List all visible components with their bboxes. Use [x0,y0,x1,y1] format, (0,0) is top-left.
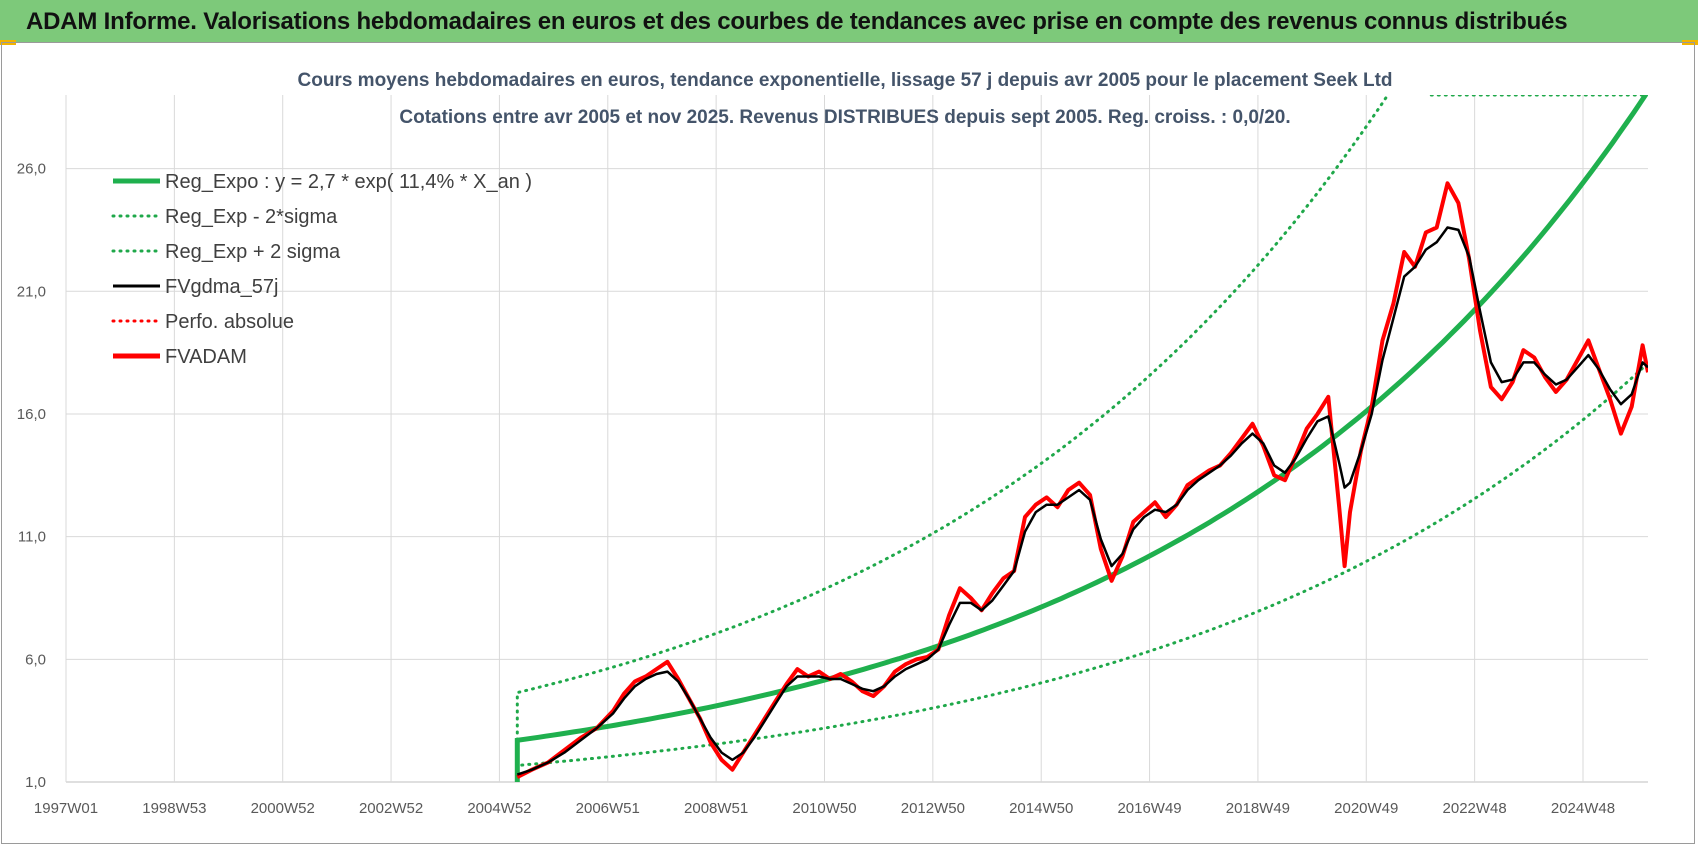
series-fvgdma-57j [516,226,1648,776]
x-tick-label: 1998W53 [142,800,206,817]
series-reg-expo [514,95,1648,782]
y-axis-ticks: 1,0 6,0 11,0 16,0 21,0 26,0 [17,161,46,791]
series-fvadam [516,181,1648,779]
y-tick-label: 1,0 [25,774,46,791]
chart-frame [1,42,1695,844]
legend-label: Reg_Expo : y = 2,7 * exp( 11,4% * X_an ) [165,171,532,193]
chart-title: Cours moyens hebdomadaires en euros, ten… [298,70,1393,91]
report-banner: ADAM Informe. Valorisations hebdomadaire… [0,0,1698,42]
legend: Reg_Expo : y = 2,7 * exp( 11,4% * X_an )… [111,171,532,368]
series-reg-exp-plus-2sigma [515,95,1390,782]
x-tick-label: 2010W50 [792,800,856,817]
x-axis-ticks: 1997W01 1998W53 2000W52 2002W52 2004W52 2006W… [34,800,1615,817]
x-tick-label: 2024W48 [1551,800,1615,817]
chart-subtitle: Cotations entre avr 2005 et nov 2025. Re… [399,107,1290,128]
legend-item: Reg_Exp - 2*sigma [111,206,338,228]
x-tick-label: 2000W52 [251,800,315,817]
legend-item: Perfo. absolue [111,311,294,333]
x-tick-label: 2014W50 [1009,800,1073,817]
report-title: ADAM Informe. Valorisations hebdomadaire… [26,8,1568,35]
x-tick-label: 2002W52 [359,800,423,817]
x-tick-label: 2022W48 [1443,800,1507,817]
legend-label: Reg_Exp - 2*sigma [165,206,338,228]
x-tick-label: 2020W49 [1334,800,1398,817]
x-tick-label: 2006W51 [576,800,640,817]
y-tick-label: 11,0 [18,529,46,546]
series-layer [514,95,1648,782]
x-tick-label: 2012W50 [901,800,965,817]
x-tick-label: 2016W49 [1117,800,1181,817]
legend-label: FVgdma_57j [165,276,278,298]
legend-item: Reg_Exp + 2 sigma [111,241,341,263]
legend-item: Reg_Expo : y = 2,7 * exp( 11,4% * X_an ) [113,171,532,193]
y-tick-label: 16,0 [17,406,46,423]
x-tick-label: 2018W49 [1226,800,1290,817]
y-tick-label: 21,0 [17,283,46,300]
x-tick-label: 1997W01 [34,800,98,817]
legend-item: FVADAM [113,346,247,368]
legend-label: FVADAM [165,346,247,368]
legend-label: Reg_Exp + 2 sigma [165,241,341,263]
legend-label: Perfo. absolue [165,311,294,333]
y-tick-label: 26,0 [17,161,46,178]
x-tick-label: 2004W52 [467,800,531,817]
x-tick-label: 2008W51 [684,800,748,817]
grid-lines [65,95,1648,783]
series-reg-exp-minus-2sigma [515,361,1648,782]
legend-item: FVgdma_57j [113,276,278,298]
y-tick-label: 6,0 [25,651,46,668]
